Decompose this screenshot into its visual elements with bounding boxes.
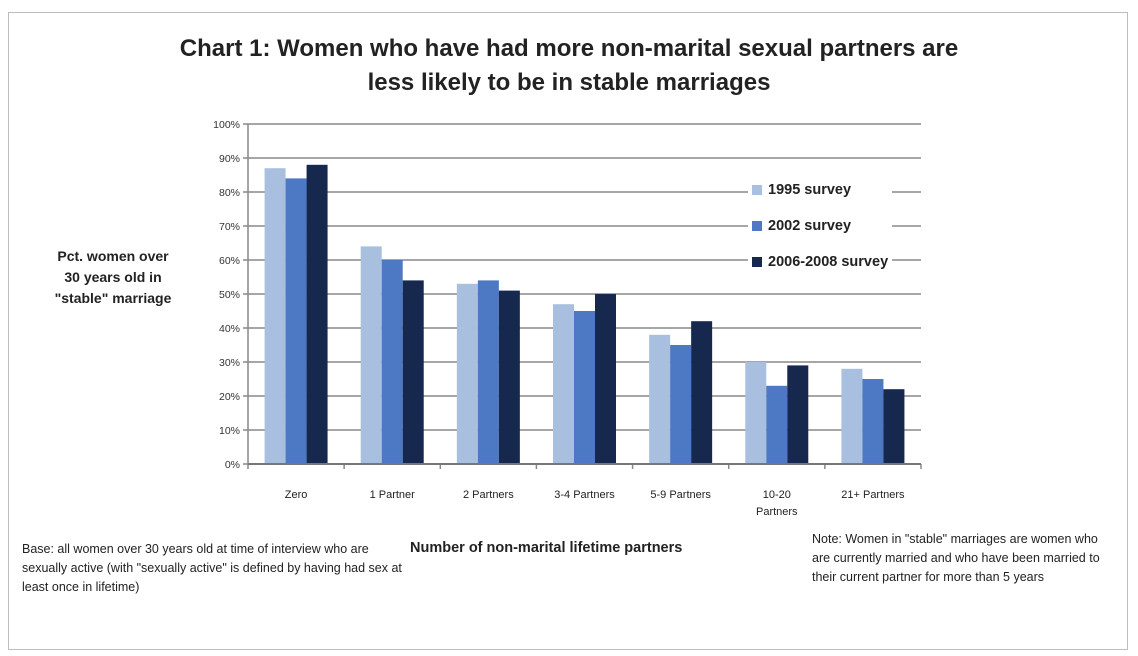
bar-2002-survey-Zero <box>285 178 307 464</box>
legend-swatch <box>752 257 762 267</box>
legend-label: 2002 survey <box>768 218 852 234</box>
bar-2002-survey-10-20-Partners <box>766 385 788 464</box>
legend-label: 1995 survey <box>768 182 852 198</box>
y-tick-label: 100% <box>213 119 240 131</box>
y-tick-label: 30% <box>219 357 240 369</box>
bar-2006-2008-survey-Zero <box>306 164 328 465</box>
bar-2002-survey-1-Partner <box>381 260 403 464</box>
legend-swatch <box>752 221 762 231</box>
y-tick-label: 20% <box>219 391 240 403</box>
bar-1995-survey-1-Partner <box>360 246 382 464</box>
y-tick-label: 60% <box>219 255 240 267</box>
bar-2006-2008-survey-5-9-Partners <box>691 321 713 464</box>
bar-1995-survey-21+-Partners <box>841 368 863 464</box>
y-label-line: "stable" marriage <box>54 290 172 306</box>
bar-1995-survey-3-4-Partners <box>553 304 574 464</box>
y-label-line: 30 years old in <box>64 269 162 285</box>
legend-item-1995: 1995 survey <box>752 172 888 208</box>
x-tick-label: 21+ Partners <box>841 489 905 501</box>
legend-label: 2006-2008 survey <box>768 254 889 270</box>
bar-2002-survey-2-Partners <box>477 280 499 464</box>
x-tick-label: 2 Partners <box>463 489 514 501</box>
x-axis-label: Number of non-marital lifetime partners <box>410 540 683 556</box>
title-line: less likely to be in stable marriages <box>367 69 771 96</box>
y-tick-label: 0% <box>225 459 240 471</box>
legend: 1995 survey 2002 survey 2006-2008 survey <box>748 170 893 282</box>
stable-marriage-note: Note: Women in "stable" marriages are wo… <box>812 532 1100 584</box>
y-tick-label: 10% <box>219 425 240 437</box>
x-tick-label: Zero <box>285 489 308 501</box>
chart-frame <box>8 12 1128 650</box>
chart-title: Chart 1: Women who have had more non-mar… <box>0 32 1138 100</box>
y-tick-label: 40% <box>219 323 240 335</box>
y-tick-label: 80% <box>219 187 240 199</box>
x-tick-label: 3-4 Partners <box>554 489 615 501</box>
y-label-line: Pct. women over <box>57 248 169 264</box>
x-tick-label: 5-9 Partners <box>650 489 711 501</box>
y-tick-label: 90% <box>219 153 240 165</box>
bar-2006-2008-survey-21+-Partners <box>883 389 905 464</box>
bar-1995-survey-5-9-Partners <box>649 334 671 464</box>
title-line: Chart 1: Women who have had more non-mar… <box>179 35 959 62</box>
bar-2002-survey-21+-Partners <box>862 379 884 464</box>
y-tick-label: 70% <box>219 221 240 233</box>
bar-2006-2008-survey-2-Partners <box>498 290 520 464</box>
y-tick-label: 50% <box>219 289 240 301</box>
legend-swatch <box>752 185 762 195</box>
bar-2006-2008-survey-1-Partner <box>402 280 424 464</box>
base-note: Base: all women over 30 years old at tim… <box>22 542 402 594</box>
legend-item-2006-2008: 2006-2008 survey <box>752 244 888 280</box>
bar-1995-survey-Zero <box>264 168 286 464</box>
bar-2002-survey-5-9-Partners <box>670 345 692 464</box>
bar-2006-2008-survey-3-4-Partners <box>595 294 616 464</box>
bar-1995-survey-2-Partners <box>456 283 478 464</box>
x-tick-label: Partners <box>756 506 798 518</box>
bar-2002-survey-3-4-Partners <box>574 311 595 464</box>
x-tick-label: 1 Partner <box>370 489 416 501</box>
legend-item-2002: 2002 survey <box>752 208 888 244</box>
bar-1995-survey-10-20-Partners <box>745 362 767 464</box>
bar-2006-2008-survey-10-20-Partners <box>787 365 809 464</box>
y-axis-label: Pct. women over 30 years old in "stable"… <box>28 246 198 309</box>
x-tick-label: 10-20 <box>763 489 791 501</box>
